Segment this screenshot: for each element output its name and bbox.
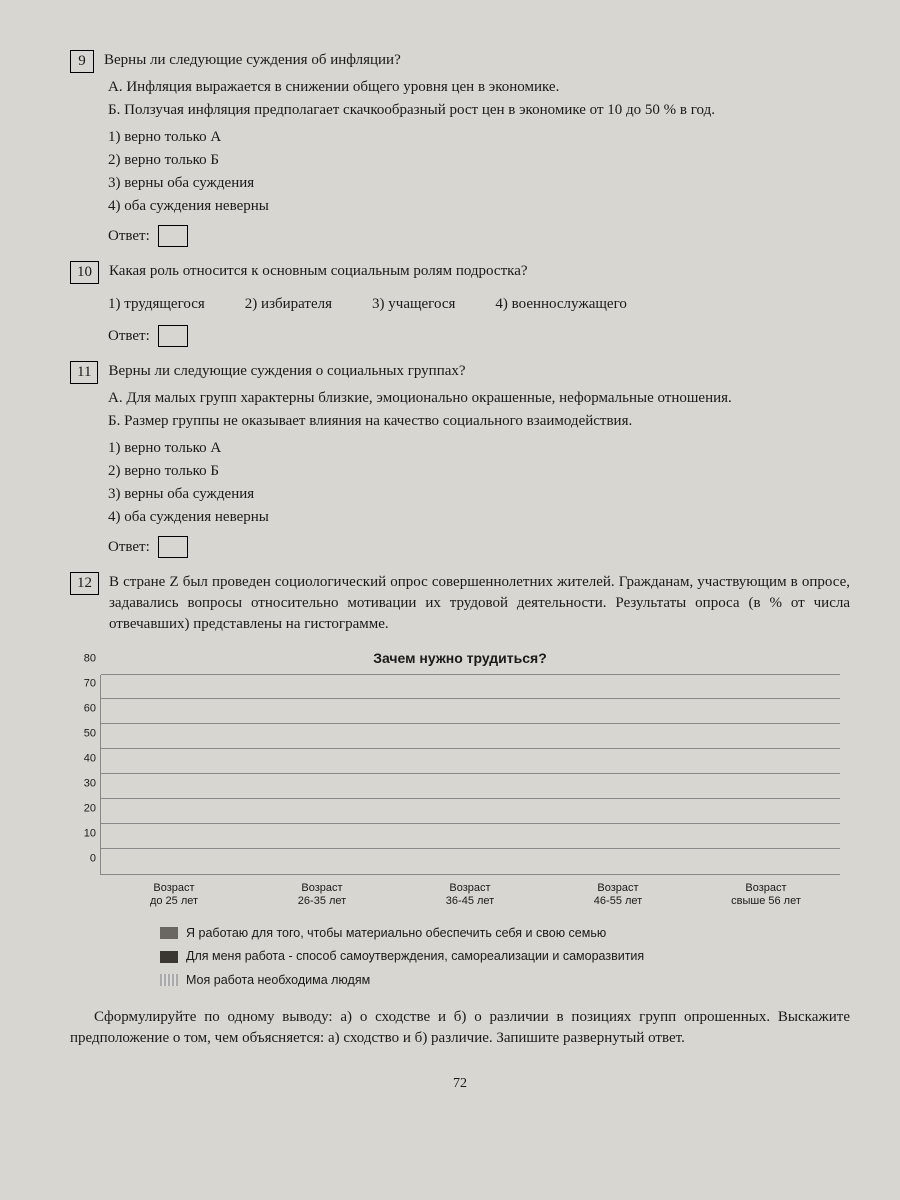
question-11: 11 Верны ли следующие суждения о социаль… <box>70 361 850 558</box>
option: 1) верно только А <box>108 438 850 459</box>
gridline <box>101 773 840 774</box>
x-label: Возраст46-55 лет <box>551 882 684 908</box>
legend-swatch <box>160 951 178 963</box>
y-tick: 60 <box>84 702 96 717</box>
answer-box[interactable] <box>158 225 188 247</box>
legend-label: Для меня работа - способ самоутверждения… <box>186 948 644 966</box>
question-10: 10 Какая роль относится к основным социа… <box>70 261 850 347</box>
conclusion-text: Сформулируйте по одному выводу: а) о схо… <box>70 1007 850 1049</box>
answer-box[interactable] <box>158 325 188 347</box>
answer-box[interactable] <box>158 536 188 558</box>
option: 3) верны оба суждения <box>108 173 850 194</box>
legend-item: Моя работа необходима людям <box>160 972 820 990</box>
legend-swatch <box>160 927 178 939</box>
gridline <box>101 698 840 699</box>
y-tick: 30 <box>84 777 96 792</box>
statement-a: А. Для малых групп характерны близкие, э… <box>108 388 850 409</box>
option: 1) трудящегося <box>108 294 205 315</box>
legend-label: Я работаю для того, чтобы материально об… <box>186 925 606 943</box>
question-9: 9 Верны ли следующие суждения об инфляци… <box>70 50 850 247</box>
x-label: Возрастдо 25 лет <box>107 882 240 908</box>
legend-item: Для меня работа - способ самоутверждения… <box>160 948 820 966</box>
gridline <box>101 848 840 849</box>
chart-legend: Я работаю для того, чтобы материально об… <box>160 925 820 990</box>
question-number: 12 <box>70 572 99 595</box>
y-tick: 50 <box>84 727 96 742</box>
option: 4) оба суждения неверны <box>108 196 850 217</box>
x-label: Возраст26-35 лет <box>255 882 388 908</box>
option: 2) верно только Б <box>108 461 850 482</box>
y-axis: 01020304050607080 <box>75 675 100 875</box>
question-number: 10 <box>70 261 99 284</box>
legend-label: Моя работа необходима людям <box>186 972 370 990</box>
question-12: 12 В стране Z был проведен социологическ… <box>70 572 850 635</box>
legend-item: Я работаю для того, чтобы материально об… <box>160 925 820 943</box>
y-tick: 20 <box>84 802 96 817</box>
question-number: 9 <box>70 50 94 73</box>
bar-groups <box>101 675 840 874</box>
chart-section: Зачем нужно трудиться? 01020304050607080… <box>70 649 850 989</box>
answer-label: Ответ: <box>108 326 150 347</box>
gridline <box>101 823 840 824</box>
option: 4) оба суждения неверны <box>108 507 850 528</box>
chart-title: Зачем нужно трудиться? <box>70 649 850 669</box>
y-tick: 70 <box>84 677 96 692</box>
question-text: Верны ли следующие суждения об инфляции? <box>104 50 850 71</box>
statement-b: Б. Ползучая инфляция предполагает скачко… <box>108 100 850 121</box>
gridline <box>101 723 840 724</box>
answer-label: Ответ: <box>108 226 150 247</box>
x-axis-labels: Возрастдо 25 лет Возраст26-35 лет Возраст3… <box>100 882 840 908</box>
option: 4) военнослужащего <box>495 294 626 315</box>
statement-b: Б. Размер группы не оказывает влияния на… <box>108 411 850 432</box>
y-tick: 10 <box>84 827 96 842</box>
y-tick: 0 <box>90 852 96 867</box>
question-number: 11 <box>70 361 98 384</box>
chart-container: 01020304050607080 Возрастдо 25 летВозрас… <box>100 675 840 905</box>
x-label: Возраст36-45 лет <box>403 882 536 908</box>
gridline <box>101 798 840 799</box>
option: 1) верно только А <box>108 127 850 148</box>
y-tick: 40 <box>84 752 96 767</box>
statement-a: А. Инфляция выражается в снижении общего… <box>108 77 850 98</box>
question-text: Верны ли следующие суждения о социальных… <box>108 361 850 382</box>
x-label: Возрастсвыше 56 лет <box>699 882 832 908</box>
gridline <box>101 748 840 749</box>
question-text: В стране Z был проведен социологический … <box>109 572 850 635</box>
option: 3) учащегося <box>372 294 455 315</box>
answer-label: Ответ: <box>108 537 150 558</box>
plot-area <box>100 675 840 875</box>
page-number: 72 <box>70 1074 850 1094</box>
y-tick: 80 <box>84 652 96 667</box>
option: 2) избирателя <box>245 294 332 315</box>
option: 3) верны оба суждения <box>108 484 850 505</box>
question-text: Какая роль относится к основным социальн… <box>109 261 850 282</box>
gridline <box>101 674 840 675</box>
legend-swatch <box>160 974 178 986</box>
option: 2) верно только Б <box>108 150 850 171</box>
